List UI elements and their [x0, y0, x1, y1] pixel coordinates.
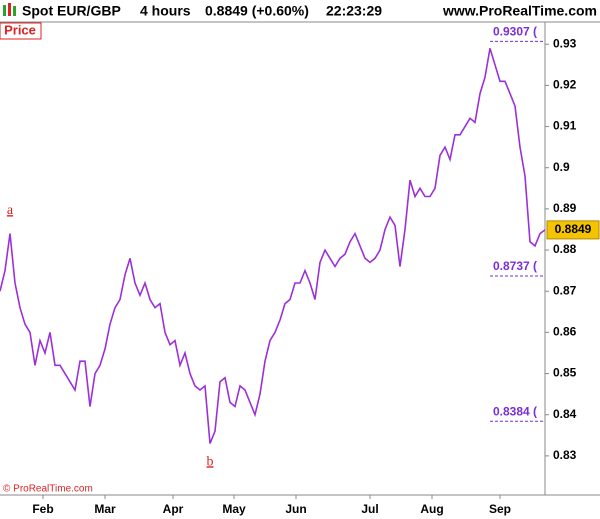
site: www.ProRealTime.com [442, 3, 597, 19]
wave-label: a [7, 203, 14, 218]
y-tick-label: 0.9 [553, 160, 570, 174]
y-tick-label: 0.85 [553, 366, 577, 380]
y-tick-label: 0.86 [553, 325, 577, 339]
last-price-label: 0.8849 [555, 222, 592, 236]
x-tick-label: Apr [163, 502, 184, 516]
app-icon [3, 3, 16, 16]
x-tick-label: Sep [489, 502, 511, 516]
time: 22:23:29 [326, 3, 382, 19]
y-tick-label: 0.92 [553, 78, 577, 92]
level-label: 0.8737 ( [493, 259, 537, 273]
x-tick-label: Mar [94, 502, 116, 516]
y-tick-label: 0.89 [553, 201, 577, 215]
y-tick-label: 0.83 [553, 448, 577, 462]
x-tick-label: Aug [420, 502, 443, 516]
price-line [0, 48, 546, 444]
y-tick-label: 0.87 [553, 283, 577, 297]
last-price-box [546, 220, 600, 240]
panel-label: Price [4, 22, 36, 37]
panel-label-box [0, 22, 42, 40]
y-tick-label: 0.91 [553, 119, 577, 133]
wave-label: b [207, 454, 214, 469]
level-label: 0.8384 ( [493, 404, 537, 418]
y-tick-label: 0.93 [553, 36, 577, 50]
y-tick-label: 0.88 [553, 242, 577, 256]
price: 0.8849 (+0.60%) [205, 3, 309, 19]
x-tick-label: Jun [285, 502, 306, 516]
x-tick-label: Jul [361, 502, 378, 516]
symbol: Spot EUR/GBP [22, 3, 121, 19]
y-tick-label: 0.84 [553, 407, 577, 421]
x-tick-label: Feb [32, 502, 53, 516]
copyright: © ProRealTime.com [3, 484, 93, 495]
level-label: 0.9307 ( [493, 25, 537, 39]
period: 4 hours [140, 3, 191, 19]
x-tick-label: May [222, 502, 246, 516]
